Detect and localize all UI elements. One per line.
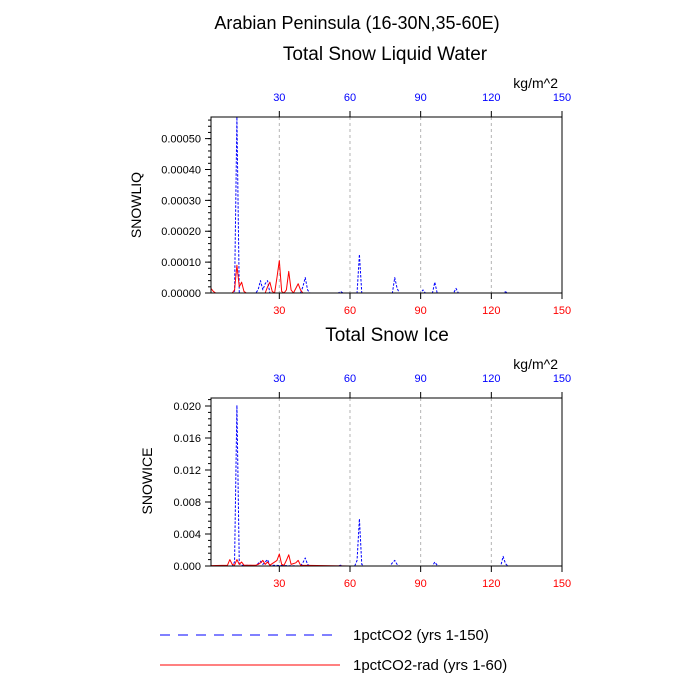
panel1-ytick-label: 0.00040 xyxy=(161,164,201,176)
panel2-title: Total Snow Ice xyxy=(325,325,449,346)
panel1-ytick-label: 0.00010 xyxy=(161,257,201,269)
panel2-frame xyxy=(210,397,563,567)
panel1-ylabel: SNOWLIQ xyxy=(128,172,144,238)
panel2-ytick-label: 0.000 xyxy=(173,561,201,573)
panel1-xtick-top-label: 30 xyxy=(273,92,285,104)
panel2-xtick-top-label: 30 xyxy=(273,373,285,385)
panel1-xtick-bottom-label: 150 xyxy=(553,305,571,317)
legend: 1pctCO2 (yrs 1-150) 1pctCO2-rad (yrs 1-6… xyxy=(160,627,507,674)
panel1-frame xyxy=(210,116,563,294)
panel1-series-1pctco2 xyxy=(211,116,562,294)
panel2-xtick-bottom-label: 90 xyxy=(415,578,427,590)
panel1-xtick-bottom-label: 120 xyxy=(482,305,500,317)
panel2-plot: 0.000 0.004 0.008 0.012 0.016 0.020 30 60 90 120 1… xyxy=(173,373,571,590)
panel1-xtick-top-label: 150 xyxy=(553,92,571,104)
panel1-ytick-label: 0.00020 xyxy=(161,226,201,238)
panel1-ytick-label: 0.00000 xyxy=(161,288,201,300)
panel2-xtick-bottom-label: 60 xyxy=(344,578,356,590)
panel2-ylabel: SNOWICE xyxy=(139,448,155,515)
panel2-series-1pctco2-rad xyxy=(210,553,350,567)
panel2-xtick-top-label: 150 xyxy=(553,373,571,385)
panel2-units: kg/m^2 xyxy=(513,356,558,372)
panel2-ytick-label: 0.016 xyxy=(173,433,201,445)
panel1-ytick-label: 0.00030 xyxy=(161,195,201,207)
panel2-series-1pctco2 xyxy=(211,404,562,567)
panel1-xtick-top-label: 60 xyxy=(344,92,356,104)
panel2-xtick-bottom-label: 30 xyxy=(273,578,285,590)
panel1-xtick-top-label: 120 xyxy=(482,92,500,104)
panel2-xtick-bottom-label: 120 xyxy=(482,578,500,590)
panel1-xtick-top-label: 90 xyxy=(415,92,427,104)
panel1-plot: 0.00000 0.00010 0.00020 0.00030 0.00040 0.000… xyxy=(161,92,571,317)
legend-label-1pctco2-rad: 1pctCO2-rad (yrs 1-60) xyxy=(353,657,507,674)
panel1-units: kg/m^2 xyxy=(513,75,558,91)
panel2-ytick-label: 0.008 xyxy=(173,497,201,509)
panel2-ytick-label: 0.012 xyxy=(173,465,201,477)
panel1-title: Total Snow Liquid Water xyxy=(283,44,488,65)
panel1-ytick-label: 0.00050 xyxy=(161,134,201,146)
panel2-xtick-top-label: 60 xyxy=(344,373,356,385)
panel2-ytick-label: 0.020 xyxy=(173,401,201,413)
panel2-xtick-bottom-label: 150 xyxy=(553,578,571,590)
legend-label-1pctco2: 1pctCO2 (yrs 1-150) xyxy=(353,627,489,644)
panel2-xtick-top-label: 120 xyxy=(482,373,500,385)
panel1-xtick-bottom-label: 30 xyxy=(273,305,285,317)
panel1-xtick-bottom-label: 60 xyxy=(344,305,356,317)
panel1-series-1pctco2-rad xyxy=(210,260,350,294)
panel2-ytick-label: 0.004 xyxy=(173,529,201,541)
panel2-xtick-top-label: 90 xyxy=(415,373,427,385)
panel1-xtick-bottom-label: 90 xyxy=(415,305,427,317)
main-title: Arabian Peninsula (16-30N,35-60E) xyxy=(214,13,499,33)
